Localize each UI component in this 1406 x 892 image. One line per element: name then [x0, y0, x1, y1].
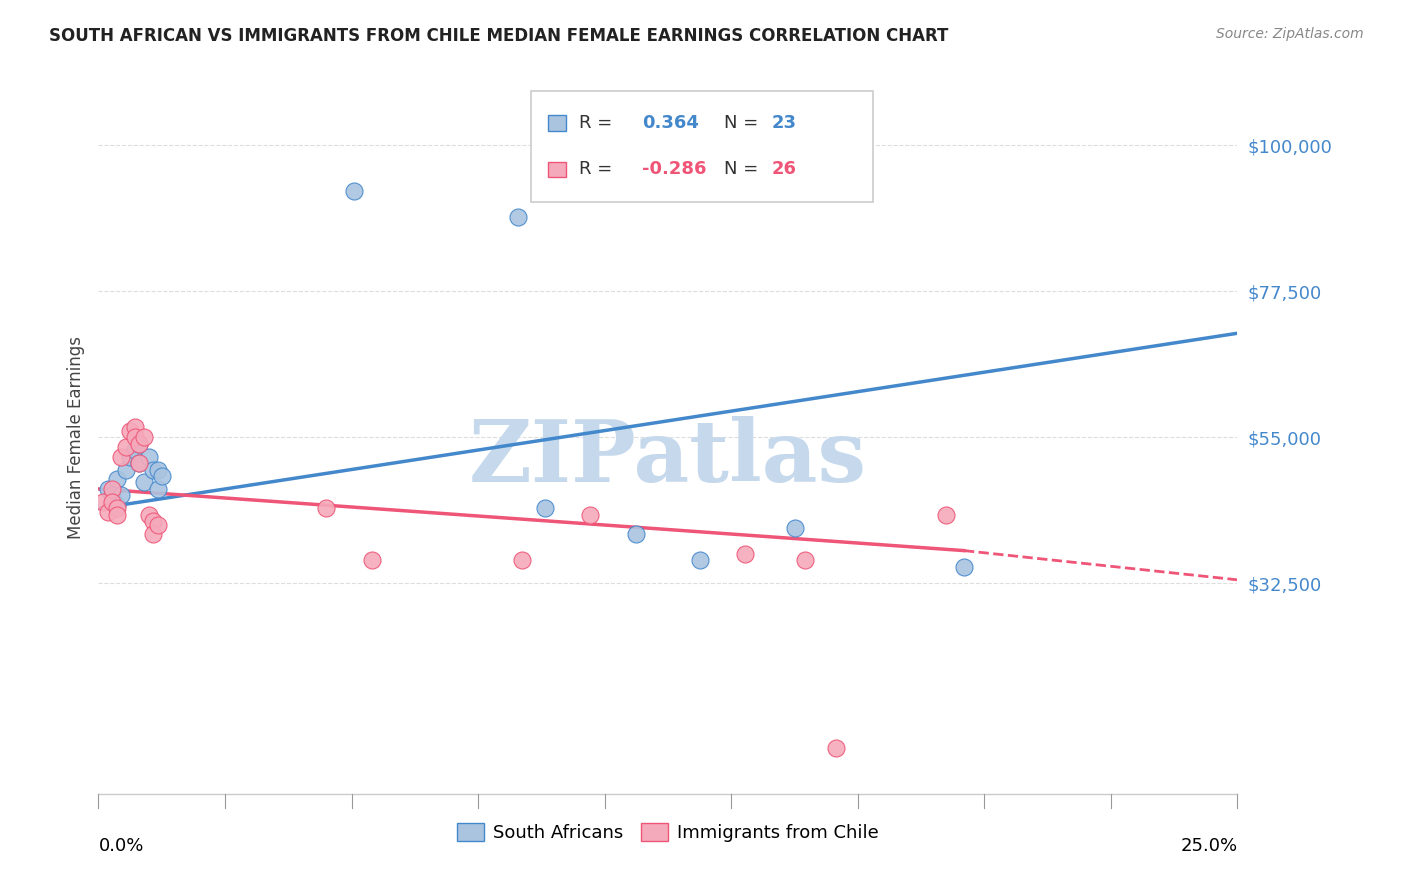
Text: R =: R = — [579, 114, 619, 132]
Y-axis label: Median Female Earnings: Median Female Earnings — [66, 335, 84, 539]
Text: 26: 26 — [772, 161, 797, 178]
Point — [150, 469, 173, 483]
Point — [114, 462, 136, 476]
Point — [142, 515, 165, 529]
Text: Source: ZipAtlas.com: Source: ZipAtlas.com — [1216, 27, 1364, 41]
Point — [579, 508, 602, 522]
Text: 23: 23 — [772, 114, 797, 132]
Point — [105, 501, 128, 516]
Text: 0.0%: 0.0% — [98, 837, 143, 855]
Text: ZIPatlas: ZIPatlas — [468, 417, 868, 500]
Text: N =: N = — [724, 114, 763, 132]
Point — [110, 450, 132, 464]
Point — [128, 456, 150, 470]
Point — [624, 527, 647, 541]
FancyBboxPatch shape — [531, 91, 873, 202]
Point — [105, 472, 128, 486]
Point — [120, 450, 142, 464]
Point — [101, 495, 124, 509]
Point — [734, 547, 756, 561]
Point — [953, 559, 976, 574]
Point — [138, 508, 160, 522]
Text: 25.0%: 25.0% — [1180, 837, 1237, 855]
Point — [138, 450, 160, 464]
Point — [96, 482, 118, 496]
Text: 0.364: 0.364 — [643, 114, 699, 132]
Point — [128, 436, 150, 450]
Point — [124, 420, 146, 434]
Bar — [548, 161, 565, 178]
Point — [105, 498, 128, 512]
Point — [128, 456, 150, 470]
Point — [360, 553, 382, 567]
Point — [132, 430, 155, 444]
Point — [146, 462, 169, 476]
Point — [96, 505, 118, 519]
Legend: South Africans, Immigrants from Chile: South Africans, Immigrants from Chile — [450, 815, 886, 849]
Text: N =: N = — [724, 161, 763, 178]
Point — [315, 501, 337, 516]
Point — [510, 553, 533, 567]
Point — [935, 508, 957, 522]
Point — [534, 501, 557, 516]
Text: -0.286: -0.286 — [643, 161, 707, 178]
Point — [142, 462, 165, 476]
Point — [120, 424, 142, 438]
Text: R =: R = — [579, 161, 619, 178]
Point — [146, 517, 169, 532]
Point — [91, 495, 114, 509]
Point — [128, 436, 150, 450]
Point — [506, 210, 529, 224]
Bar — [548, 115, 565, 131]
Point — [110, 488, 132, 502]
Point — [825, 741, 848, 756]
Point — [142, 527, 165, 541]
Point — [101, 482, 124, 496]
Point — [124, 430, 146, 444]
Point — [132, 475, 155, 490]
Text: SOUTH AFRICAN VS IMMIGRANTS FROM CHILE MEDIAN FEMALE EARNINGS CORRELATION CHART: SOUTH AFRICAN VS IMMIGRANTS FROM CHILE M… — [49, 27, 949, 45]
Point — [114, 440, 136, 454]
Point — [342, 184, 364, 198]
Point — [146, 482, 169, 496]
Point — [124, 443, 146, 458]
Point — [689, 553, 711, 567]
Point — [101, 488, 124, 502]
Point — [105, 508, 128, 522]
Point — [785, 521, 807, 535]
Point — [793, 553, 815, 567]
